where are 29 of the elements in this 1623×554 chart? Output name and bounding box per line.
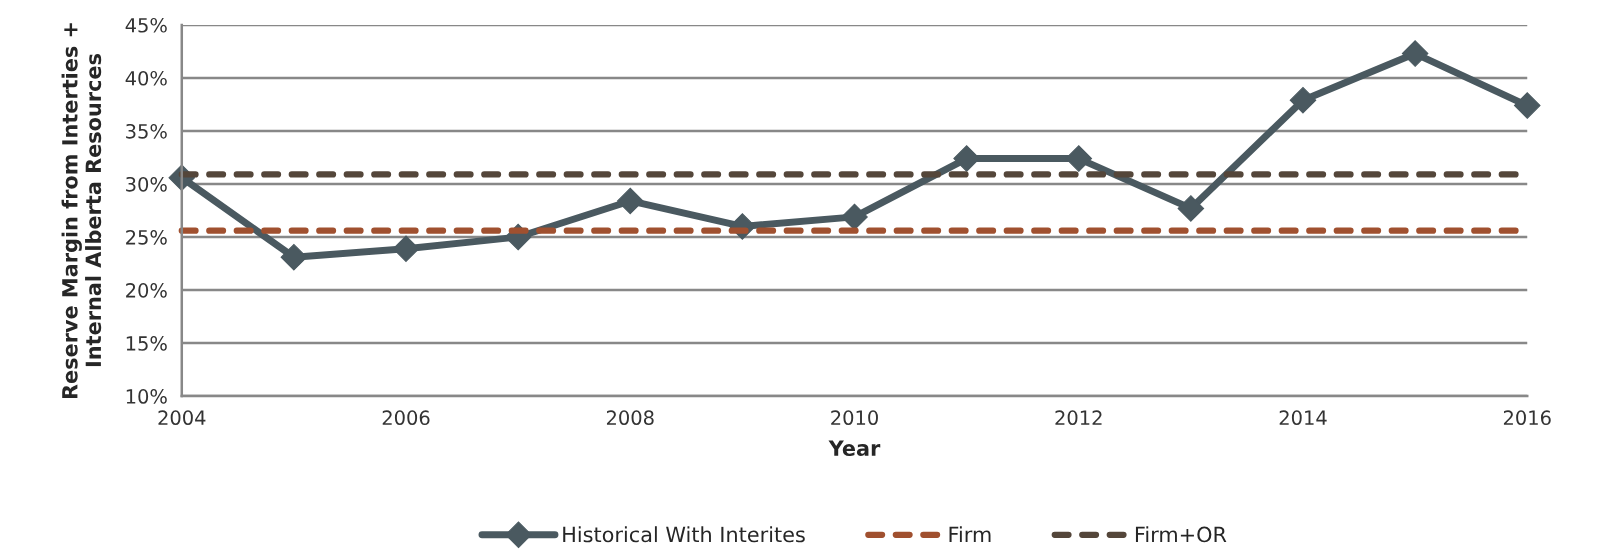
point (1177, 195, 1205, 222)
y-tick-label: 25% (126, 229, 167, 245)
x-tick-label: 2014 (1279, 410, 1327, 426)
x-tick-label: 2006 (382, 410, 430, 426)
point (1289, 86, 1317, 114)
y-tick-label: 30% (126, 176, 167, 192)
legend-label: Historical With Interites (563, 526, 805, 543)
point (616, 187, 644, 215)
y-tick-label: 20% (126, 283, 167, 298)
x-tick-label: 2010 (831, 410, 878, 426)
y-tick-label: 35% (126, 123, 167, 139)
point (1513, 92, 1541, 119)
x-tick-label: 2012 (1055, 410, 1102, 426)
y-tick-label: 15% (126, 336, 167, 351)
y-tick-label: 45% (125, 17, 167, 33)
point (280, 243, 308, 271)
y-axis-title: Reserve Margin from Interties + Internal Alberta Resources (61, 23, 102, 399)
point (392, 235, 420, 262)
y-tick-label: 40% (125, 70, 167, 86)
point (953, 145, 980, 172)
point (841, 203, 868, 231)
x-tick-label: 2008 (606, 410, 654, 426)
legend-label: Firm (949, 526, 991, 543)
x-tick-label: 2004 (158, 410, 206, 426)
x-tick-label: 2016 (1503, 410, 1551, 426)
x-axis-title: Year (828, 440, 881, 457)
point (1401, 40, 1429, 67)
y-tick-label: 10% (126, 389, 167, 404)
legend-label: Firm+OR (1135, 526, 1227, 543)
